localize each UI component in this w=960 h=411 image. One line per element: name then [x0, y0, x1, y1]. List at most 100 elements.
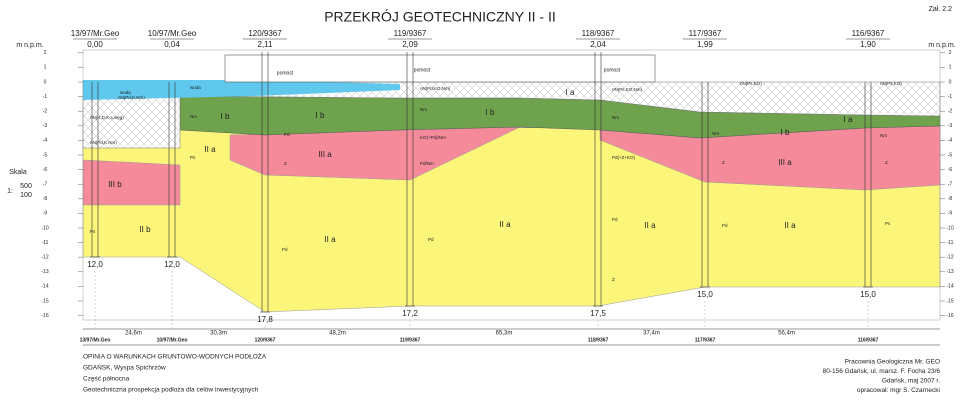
axis-label: m n.p.m.: [16, 42, 43, 49]
borehole-name: 117/9367: [689, 29, 722, 38]
pier-label: pomost: [277, 70, 294, 76]
tick-label: -1: [43, 94, 48, 100]
layer-label: II a: [784, 221, 796, 230]
pier: [224, 54, 656, 83]
tick-label: -5: [43, 152, 48, 158]
layer-label: III a: [318, 150, 332, 159]
borehole-name-bottom: 119/9367: [400, 337, 421, 343]
borehole-name-bottom: 13/97/Mr.Geo: [80, 337, 111, 343]
tick-label: -15: [946, 298, 953, 304]
borehole-name-bottom: 117/9367: [695, 337, 716, 343]
tick-label: -14: [946, 284, 953, 290]
tick-label: -2: [948, 109, 953, 115]
tick-label: -12: [946, 255, 953, 261]
soil-code: nN(Pd,KO,Nm): [420, 86, 451, 91]
tick-label: -3: [948, 123, 953, 129]
tick-label: -7: [948, 182, 953, 188]
frame: [82, 49, 941, 321]
soil-code: Ps: [885, 221, 891, 226]
borehole-name: 120/9367: [248, 29, 282, 38]
layer-label: III a: [778, 158, 792, 167]
borehole-name: 116/9367: [852, 29, 885, 38]
axis-label: m n.p.m.: [928, 42, 955, 49]
borehole-depth: 17,5: [590, 309, 606, 318]
soil-code: Nm: [420, 107, 427, 112]
soil-code: Z: [885, 160, 888, 165]
tick-label: -15: [41, 298, 48, 304]
soil-code: nN(Ps,KO): [880, 81, 902, 86]
layer-water: [83, 80, 400, 100]
tick-label: -14: [41, 284, 48, 290]
borehole-depth: 12,0: [164, 260, 180, 269]
footer-right: 80-156 Gdańsk, ul. marsz. F. Focha 23/6: [823, 368, 941, 375]
soil-code: woda: [190, 85, 201, 90]
footer-left: Geotechniczna prospekcja podłoża dla cel…: [83, 387, 259, 394]
pier-label: pomost: [604, 67, 621, 73]
scale-v: 100: [20, 192, 32, 199]
soil-code: nN(H,D,K,s,węg): [90, 115, 124, 120]
borehole-name-bottom: 120/9367: [255, 337, 276, 343]
layer-label: II a: [324, 235, 336, 244]
borehole-elevation: 0,04: [164, 40, 180, 49]
soil-code: woda: [120, 90, 131, 95]
borehole-depth: 15,0: [697, 290, 713, 299]
soil-code: Pd: [612, 217, 618, 222]
tick-label: -6: [948, 167, 953, 173]
distance: 65,3m: [496, 331, 513, 337]
layer-label: I b: [486, 108, 495, 117]
borehole-depth: 17,2: [402, 309, 418, 318]
soil-code: Nm: [880, 133, 887, 138]
soil-code: nN(Ps,KO,Nm): [612, 87, 643, 92]
layer-label: II a: [644, 221, 656, 230]
layer-label: II a: [499, 220, 511, 229]
borehole-name-bottom: 10/97/Mr.Geo: [157, 337, 188, 343]
layer-pink-left: [82, 159, 181, 206]
tick-label: -8: [948, 196, 953, 202]
footer-left: GDAŃSK, Wyspa Spichrzów: [83, 363, 166, 372]
scale-h: 500: [20, 183, 32, 190]
tick-label: -5: [948, 152, 953, 158]
distance: 48,2m: [329, 331, 346, 337]
attachment: Zał. 2.2: [929, 6, 952, 13]
scale-label: Skala: [9, 169, 27, 176]
footer-left: Część północna: [83, 376, 130, 383]
borehole-depth: 17,8: [257, 315, 273, 324]
borehole-name-bottom: 116/9367: [858, 337, 879, 343]
soil-code: Z: [612, 277, 615, 282]
footer-left: OPINIA O WARUNKACH GRUNTOWO-WODNYCH PODŁ…: [83, 352, 267, 361]
tick-label: -9: [948, 211, 953, 217]
tick-label: -10: [41, 225, 48, 231]
tick-label: 1: [949, 65, 952, 71]
borehole-elevation: 1,90: [860, 40, 876, 49]
soil-code: Z: [284, 161, 287, 166]
tick-label: -7: [43, 182, 48, 188]
soil-code: Pd: [428, 237, 434, 242]
tick-label: 0: [44, 79, 47, 85]
layer-label: I b: [316, 111, 325, 120]
layer-label: I b: [781, 128, 790, 137]
tick-label: -1: [948, 94, 953, 100]
soil-code: Ps: [90, 229, 96, 234]
tick-label: 1: [44, 65, 47, 71]
borehole-elevation: 2,04: [590, 40, 606, 49]
distance: 37,4m: [643, 331, 660, 337]
tick-label: -13: [41, 269, 48, 275]
tick-label: -11: [42, 240, 49, 246]
soil-code: Ps: [190, 155, 196, 160]
soil-code: Pd(+Z+KO): [612, 155, 636, 160]
borehole-name: 118/9367: [582, 29, 615, 38]
tick-label: -9: [43, 211, 48, 217]
layer-label: II a: [204, 145, 216, 154]
layer-label: III b: [108, 180, 122, 189]
soil-code: Z: [722, 160, 725, 165]
layer-label: II b: [139, 225, 151, 234]
tick-label: 2: [949, 50, 952, 56]
footer-right: Pracownia Geologiczna Mr. GEO: [845, 359, 940, 366]
pier-label: pomost: [414, 67, 431, 73]
scale-prefix: 1:: [7, 188, 13, 195]
tick-label: -13: [946, 269, 953, 275]
borehole-name: 119/9367: [394, 29, 427, 38]
borehole-depth: 12,0: [87, 260, 103, 269]
distance: 24,6m: [125, 331, 142, 337]
borehole-name-bottom: 118/9367: [588, 337, 609, 343]
